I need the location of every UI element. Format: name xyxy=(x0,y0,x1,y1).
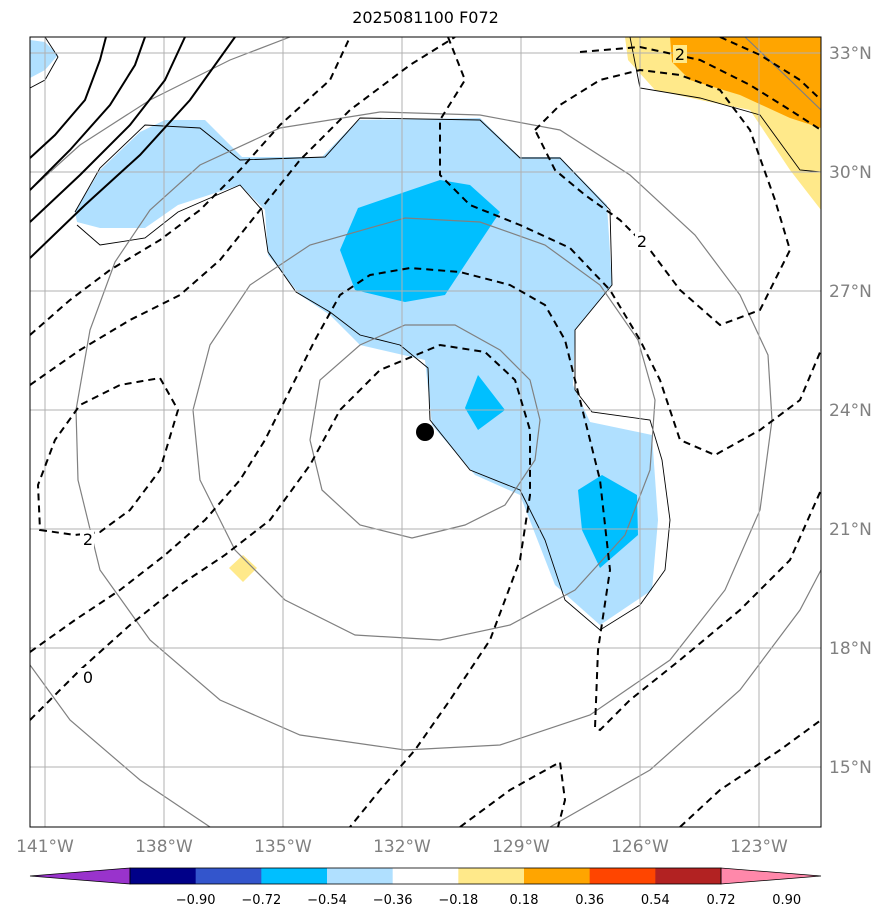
colorbar-extension-low xyxy=(29,867,131,885)
lon-tick-label: 141°W xyxy=(16,837,74,857)
grey-contour-line xyxy=(30,664,211,827)
positive-shading-area xyxy=(229,555,257,582)
lon-tick-label: 123°W xyxy=(730,837,788,857)
lat-tick-label: 18°N xyxy=(829,639,872,659)
thin-contour-line xyxy=(629,37,821,173)
colorbar-tick-label: −0.36 xyxy=(373,893,413,908)
contour-label: 2 xyxy=(637,232,647,251)
colorbar: −0.90 −0.72 −0.54 −0.36 −0.18 0.18 0.36 0.54 0.7… xyxy=(29,867,822,908)
colorbar-segment xyxy=(261,868,328,884)
lat-tick-label: 33°N xyxy=(829,44,872,64)
colorbar-extension-high xyxy=(720,867,822,885)
dashed-contour-line xyxy=(459,760,567,827)
thin-contour-line xyxy=(30,37,59,89)
colorbar-tick-label: 0.54 xyxy=(641,893,670,908)
contour-labels: 2 2 2 0 xyxy=(80,45,687,687)
colorbar-tick-label: 0.18 xyxy=(510,893,539,908)
dashed-contour-line xyxy=(30,37,456,386)
plot-area: 2 2 2 0 xyxy=(30,37,821,827)
solid-contour-line xyxy=(30,37,186,223)
colorbar-tick-label: −0.72 xyxy=(241,893,281,908)
dashed-contour-line xyxy=(579,45,821,131)
lat-tick-label: 21°N xyxy=(829,520,872,540)
negative-core-area xyxy=(465,375,505,430)
colorbar-tick-label: 0.72 xyxy=(707,893,736,908)
colorbar-tick-label: 0.90 xyxy=(772,893,801,908)
colorbar-outline xyxy=(129,867,722,885)
lon-tick-label: 132°W xyxy=(373,837,431,857)
lon-tick-label: 135°W xyxy=(254,837,312,857)
lat-tick-label: 27°N xyxy=(829,282,872,302)
dashed-contour-line xyxy=(439,37,821,457)
lon-tick-label: 129°W xyxy=(492,837,550,857)
negative-shading-area xyxy=(30,40,58,78)
grey-contour-line xyxy=(309,324,541,539)
contour-label: 0 xyxy=(83,668,93,687)
negative-core-area xyxy=(578,475,638,568)
colorbar-segment xyxy=(589,868,656,884)
dashed-contour-line xyxy=(30,37,351,336)
map-frame xyxy=(29,36,822,828)
lat-tick-label: 24°N xyxy=(829,401,872,421)
solid-contour-line xyxy=(30,37,146,191)
colorbar-segment xyxy=(130,868,197,884)
colorbar-tick-label: −0.18 xyxy=(438,893,478,908)
colorbar-segment xyxy=(458,868,525,884)
colorbar-tick-label: −0.54 xyxy=(307,893,347,908)
dashed-contour-line xyxy=(30,266,821,732)
longitude-ticks: 141°W 138°W 135°W 132°W 129°W 126°W 123°… xyxy=(16,837,788,857)
negative-core-area xyxy=(340,180,500,302)
thin-contour-line xyxy=(74,117,671,631)
lat-tick-label: 30°N xyxy=(829,163,872,183)
dashed-contour-line xyxy=(36,376,180,537)
map-title: 2025081100 F072 xyxy=(352,8,499,27)
contour-label: 2 xyxy=(83,530,93,549)
solid-contours xyxy=(30,37,236,259)
colorbar-segment xyxy=(195,868,262,884)
lon-tick-label: 126°W xyxy=(611,837,669,857)
contour-label: 2 xyxy=(675,45,685,64)
grey-contour-line xyxy=(744,37,821,111)
dashed-contour-line xyxy=(533,68,792,327)
colorbar-segment xyxy=(524,868,591,884)
grey-contour-line xyxy=(75,111,773,751)
grey-contour-line xyxy=(549,569,821,827)
colorbar-segment xyxy=(327,868,394,884)
colorbar-tick-label: 0.36 xyxy=(575,893,604,908)
graticule xyxy=(30,37,821,827)
negative-shading-area xyxy=(75,118,658,625)
thin-contours xyxy=(30,37,821,631)
lat-tick-label: 15°N xyxy=(829,758,872,778)
lon-tick-label: 138°W xyxy=(135,837,193,857)
solid-contour-line xyxy=(30,37,236,259)
colorbar-tick-label: −0.90 xyxy=(176,893,216,908)
dashed-contour-line xyxy=(30,343,531,827)
dashed-contours xyxy=(30,37,821,827)
grey-contour-line xyxy=(192,217,656,641)
solid-contour-line xyxy=(30,37,107,159)
colorbar-segment xyxy=(655,868,722,884)
latitude-ticks: 33°N 30°N 27°N 24°N 21°N 18°N 15°N xyxy=(829,44,872,778)
storm-center-marker xyxy=(416,423,434,441)
colorbar-segment xyxy=(392,868,459,884)
dashed-contour-line xyxy=(679,719,821,827)
